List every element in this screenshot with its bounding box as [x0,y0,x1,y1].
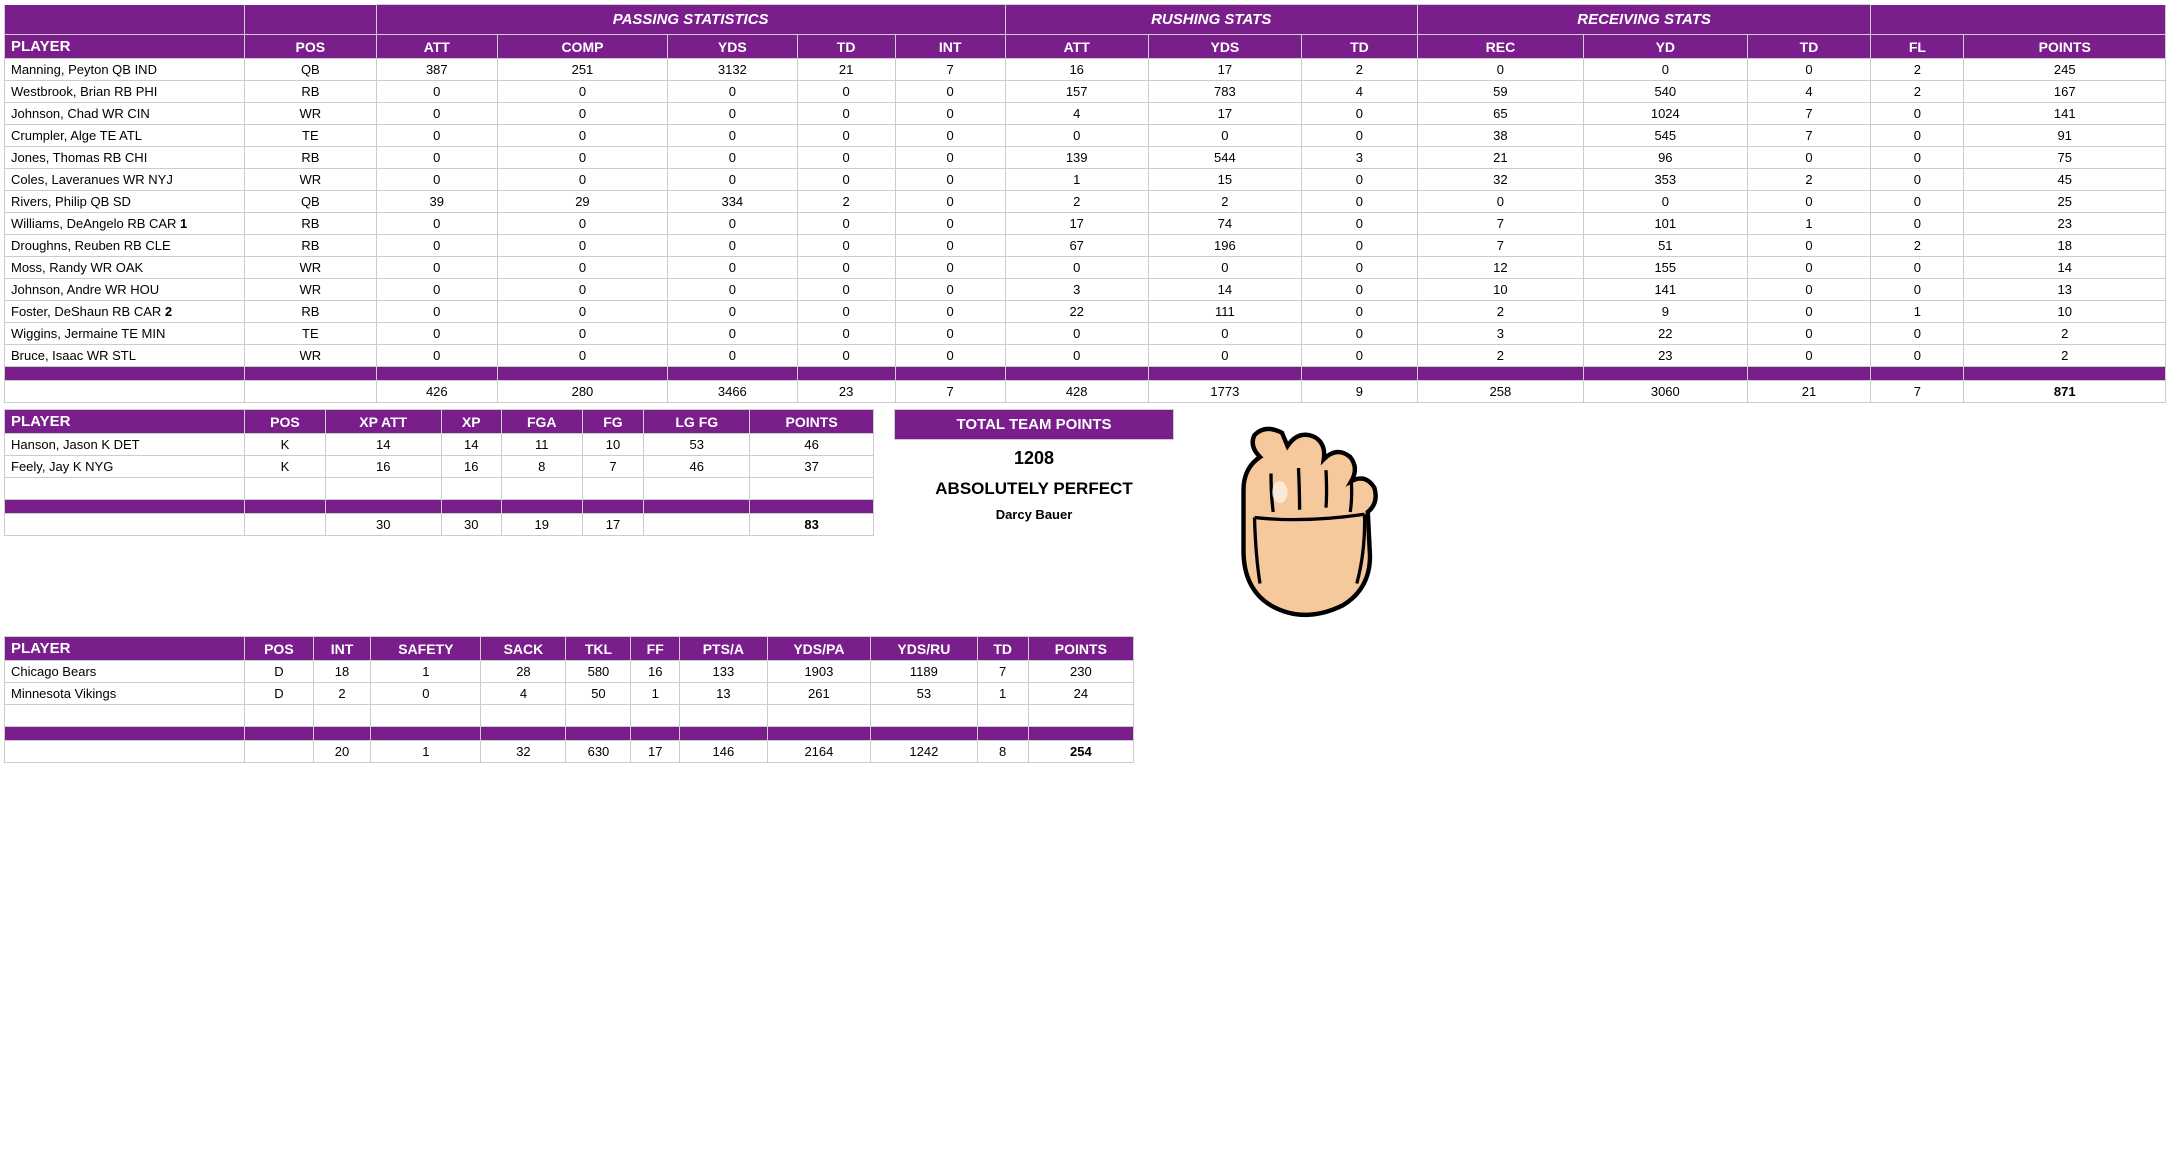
rushing-group-header: RUSHING STATS [1005,5,1417,35]
player-cell: Foster, DeShaun RB CAR 2 [5,301,245,323]
player-cell: Rivers, Philip QB SD [5,191,245,213]
table-row: Westbrook, Brian RB PHI RB00000157783459… [5,81,2166,103]
defense-totals-row: 2013263017146216412428254 [5,741,1134,763]
table-row: Coles, Laveranues WR NYJ WR0000011503235… [5,169,2166,191]
player-cell: Crumpler, Alge TE ATL [5,125,245,147]
table-row: Foster, DeShaun RB CAR 2RB00000221110290… [5,301,2166,323]
player-cell: Jones, Thomas RB CHI [5,147,245,169]
receiving-group-header: RECEIVING STATS [1417,5,1871,35]
player-cell: Moss, Randy WR OAK [5,257,245,279]
col-player: PLAYER [5,35,245,59]
table-row: Moss, Randy WR OAK WR00000000121550014 [5,257,2166,279]
table-row: Chicago BearsD1812858016133190311897230 [5,661,1134,683]
table-row: Johnson, Andre WR HOU WR0000031401014100… [5,279,2166,301]
player-cell: Wiggins, Jermaine TE MIN [5,323,245,345]
table-row: Feely, Jay K NYGK1616874637 [5,456,874,478]
player-cell: Manning, Peyton QB IND [5,59,245,81]
defense-table: PLAYER POS INT SAFETY SACK TKL FF PTS/A … [4,636,1134,763]
team-points-header: TOTAL TEAM POINTS [894,409,1174,440]
team-name: ABSOLUTELY PERFECT [894,477,1174,501]
table-row: Johnson, Chad WR CIN WR00000417065102470… [5,103,2166,125]
player-cell: Johnson, Andre WR HOU [5,279,245,301]
player-cell: Westbrook, Brian RB PHI [5,81,245,103]
table-row: Rivers, Philip QB SD QB39293342022000002… [5,191,2166,213]
table-row: Bruce, Isaac WR STL WR00000000223002 [5,345,2166,367]
offense-totals-row: 4262803466237428177392583060217871 [5,381,2166,403]
table-row: Williams, DeAngelo RB CAR 1RB00000177407… [5,213,2166,235]
kicking-totals-row: 3030191783 [5,514,874,536]
table-row: Droughns, Reuben RB CLE RB00000671960751… [5,235,2166,257]
player-cell: Williams, DeAngelo RB CAR 1 [5,213,245,235]
player-cell: Johnson, Chad WR CIN [5,103,245,125]
table-row: Minnesota VikingsD2045011326153124 [5,683,1134,705]
table-row: Manning, Peyton QB IND QB387251313221716… [5,59,2166,81]
passing-group-header: PASSING STATISTICS [376,5,1005,35]
team-summary: TOTAL TEAM POINTS 1208 ABSOLUTELY PERFEC… [894,409,1174,528]
team-points-value: 1208 [894,440,1174,477]
player-cell: Bruce, Isaac WR STL [5,345,245,367]
table-row: Hanson, Jason K DETK141411105346 [5,434,874,456]
kicking-table: PLAYER POS XP ATT XP FGA FG LG FG POINTS… [4,409,874,536]
table-row: Crumpler, Alge TE ATL TE0000000038545709… [5,125,2166,147]
player-cell: Droughns, Reuben RB CLE [5,235,245,257]
fist-icon [1194,409,1414,636]
table-row: Wiggins, Jermaine TE MIN TE0000000032200… [5,323,2166,345]
player-cell: Coles, Laveranues WR NYJ [5,169,245,191]
table-row: Jones, Thomas RB CHI RB00000139544321960… [5,147,2166,169]
team-owner: Darcy Bauer [894,501,1174,528]
offense-table: PASSING STATISTICS RUSHING STATS RECEIVI… [4,4,2166,403]
